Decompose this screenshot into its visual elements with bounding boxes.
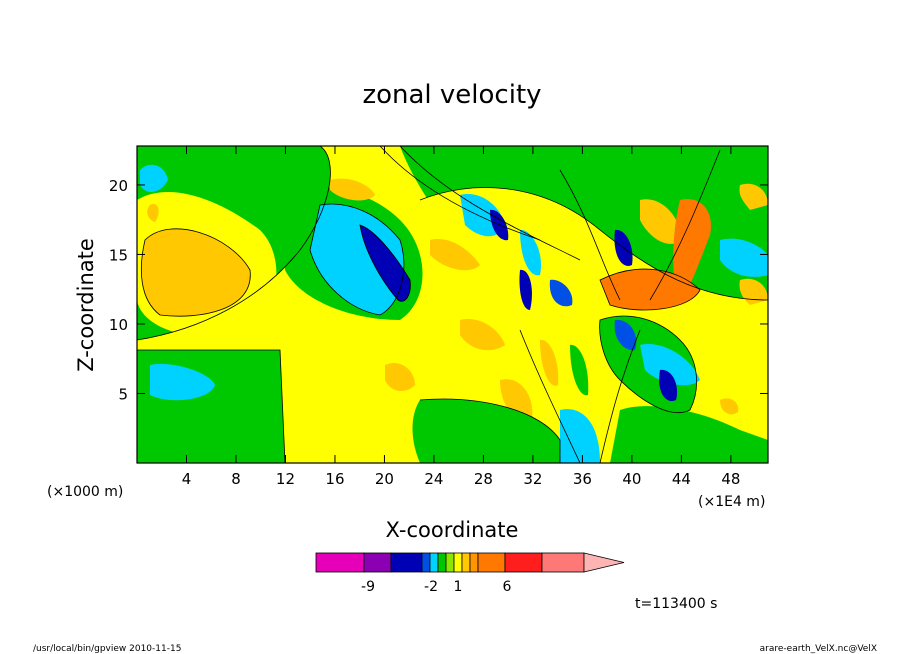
x-tick-label: 24 (424, 470, 443, 488)
contour-field (137, 146, 768, 463)
x-tick-label: 48 (721, 470, 740, 488)
colorbar-label: 1 (454, 579, 463, 595)
x-tick-label: 20 (375, 470, 394, 488)
colorbar-segment (363, 552, 392, 573)
colorbar-segment (429, 552, 439, 573)
colorbar-arrow (583, 552, 625, 573)
footer-program: /usr/local/bin/gpview 2010-11-15 (33, 644, 181, 654)
chart-title: zonal velocity (362, 80, 541, 110)
time-label: t=113400 s (635, 596, 717, 612)
y-axis: 5 10 15 20 (109, 177, 768, 403)
colorbar-label: -2 (424, 579, 438, 595)
colorbar-segment (315, 552, 365, 573)
x-tick-label: 36 (573, 470, 592, 488)
y-tick-label: 15 (109, 246, 128, 264)
colorbar-label: -9 (361, 579, 375, 595)
x-unit-left-label: (×1000 m) (47, 484, 123, 500)
y-axis-label: Z-coordinate (74, 238, 98, 372)
x-tick-label: 40 (622, 470, 641, 488)
x-tick-label: 44 (672, 470, 691, 488)
y-tick-label: 10 (109, 316, 128, 334)
colorbar-segment (445, 552, 455, 573)
colorbar-segment (421, 552, 431, 573)
colorbar-segment (541, 552, 585, 573)
x-tick-label: 16 (325, 470, 344, 488)
colorbar-labels: -9 -2 1 6 (361, 579, 512, 595)
colorbar-segment (453, 552, 463, 573)
x-axis-label: X-coordinate (386, 518, 519, 542)
x-axis: 4 8 12 16 20 24 28 32 36 40 44 48 (182, 146, 740, 488)
colorbar-segment (469, 552, 479, 573)
colorbar-segment (477, 552, 506, 573)
x-tick-label: 4 (182, 470, 192, 488)
colorbar-label: 6 (503, 579, 512, 595)
colorbar-segment (504, 552, 543, 573)
colorbar-segment (461, 552, 471, 573)
plot-frame (136, 145, 769, 464)
x-tick-label: 32 (523, 470, 542, 488)
colorbar-segment (437, 552, 447, 573)
x-tick-label: 28 (474, 470, 493, 488)
x-unit-right-label: (×1E4 m) (698, 494, 765, 510)
colorbar (315, 552, 625, 573)
colorbar-segment (390, 552, 423, 573)
y-tick-label: 20 (109, 177, 128, 195)
footer-source: arare-earth_VelX.nc@VelX (760, 644, 877, 654)
x-tick-label: 8 (231, 470, 241, 488)
y-tick-label: 5 (118, 385, 128, 403)
x-tick-label: 12 (276, 470, 295, 488)
